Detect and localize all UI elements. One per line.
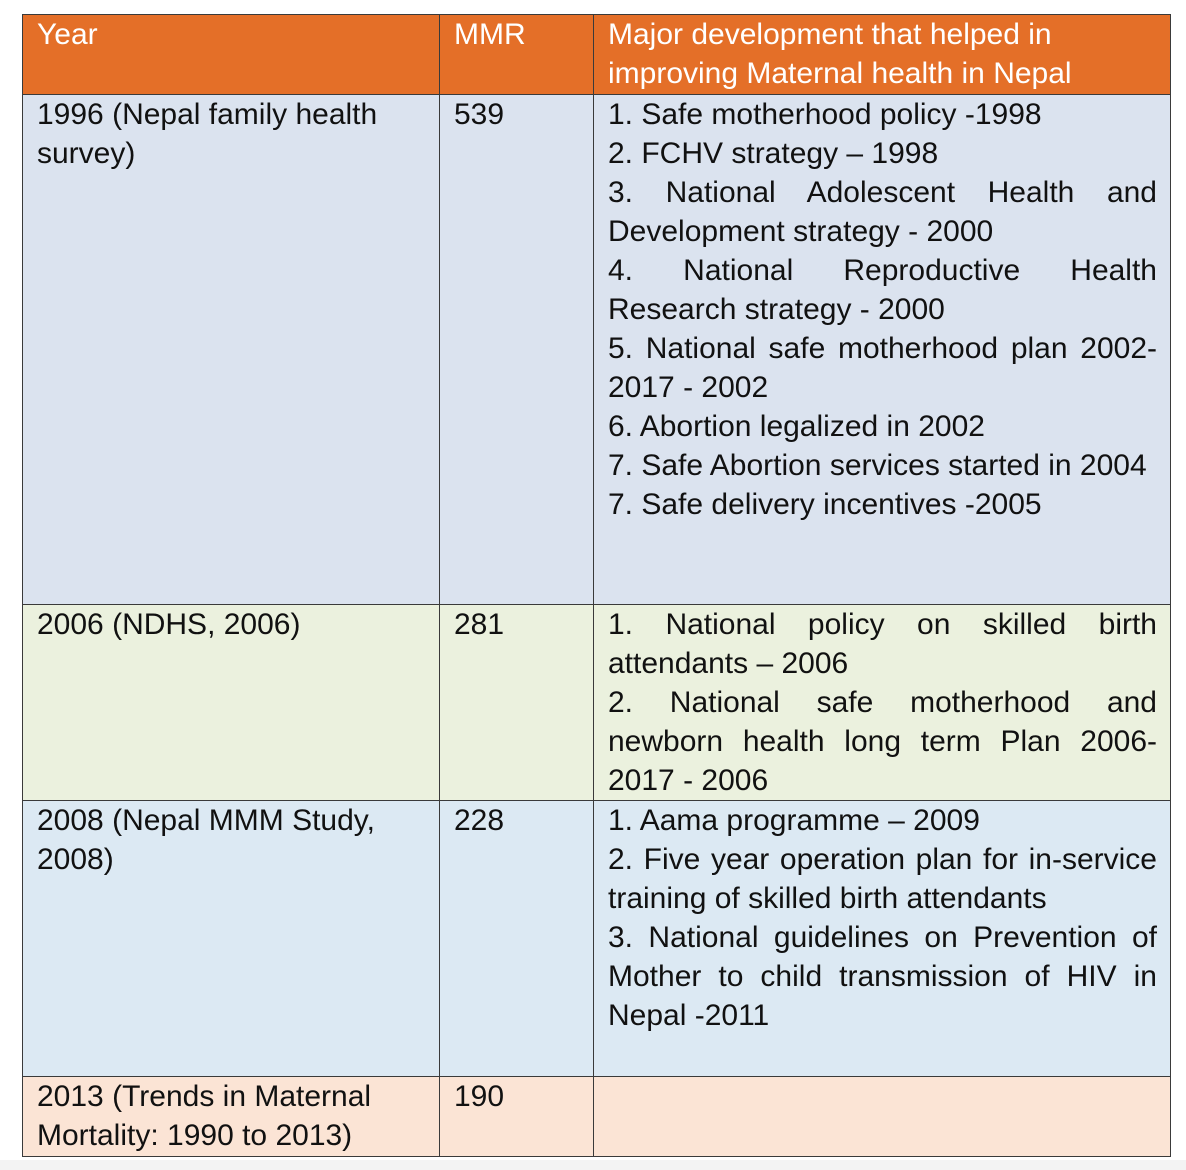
development-cell: 1. Aama programme – 2009 2. Five year op… [593, 800, 1171, 1077]
header-development: Major development that helped in improvi… [593, 14, 1171, 95]
year-cell: 1996 (Nepal family health survey) [22, 94, 440, 605]
development-item: 7. Safe Abortion services started in 200… [608, 449, 1147, 482]
development-item: 1. Safe motherhood policy -1998 [608, 98, 1042, 131]
development-item: 1. National policy on skilled birth atte… [608, 608, 1157, 680]
year-cell: 2008 (Nepal MMM Study, 2008) [22, 800, 440, 1077]
development-item: 2. Five year operation plan for in-servi… [608, 843, 1157, 915]
development-item: 2. National safe motherhood and newborn … [608, 686, 1157, 797]
development-item: 1. Aama programme – 2009 [608, 804, 980, 837]
development-item: 7. Safe delivery incentives -2005 [608, 488, 1042, 521]
mmr-cell: 539 [439, 94, 594, 605]
header-mmr: MMR [439, 14, 594, 95]
development-item: 5. National safe motherhood plan 2002-20… [608, 332, 1157, 404]
year-cell: 2006 (NDHS, 2006) [22, 604, 440, 801]
development-item: 3. National Adolescent Health and Develo… [608, 176, 1157, 248]
mmr-cell: 228 [439, 800, 594, 1077]
year-cell: 2013 (Trends in Maternal Mortality: 1990… [22, 1076, 440, 1157]
development-item: 6. Abortion legalized in 2002 [608, 410, 985, 443]
table-header-row: Year MMR Major development that helped i… [22, 14, 1171, 95]
mmr-cell: 281 [439, 604, 594, 801]
development-item: 2. FCHV strategy – 1998 [608, 137, 939, 170]
mmr-cell: 190 [439, 1076, 594, 1157]
table-row: 2006 (NDHS, 2006) 281 1. National policy… [22, 604, 1171, 801]
development-cell [593, 1076, 1171, 1157]
maternal-health-table: Year MMR Major development that helped i… [22, 14, 1171, 1157]
table-row: 2013 (Trends in Maternal Mortality: 1990… [22, 1076, 1171, 1157]
header-year: Year [22, 14, 440, 95]
development-cell: 1. National policy on skilled birth atte… [593, 604, 1171, 801]
development-cell: 1. Safe motherhood policy -1998 2. FCHV … [593, 94, 1171, 605]
table-row: 2008 (Nepal MMM Study, 2008) 228 1. Aama… [22, 800, 1171, 1077]
development-item: 4. National Reproductive Health Research… [608, 254, 1157, 326]
development-item: 3. National guidelines on Prevention of … [608, 921, 1157, 1032]
table-row: 1996 (Nepal family health survey) 539 1.… [22, 94, 1171, 605]
